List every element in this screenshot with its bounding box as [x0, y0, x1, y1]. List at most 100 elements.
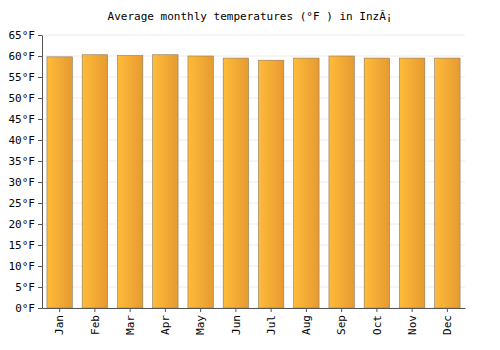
plot: 0°F 5°F 10°F 15°F 20°F 25°F 30°F 35°F 40°F 45°F 50…: [9, 29, 466, 335]
y-tick: 30°F: [9, 176, 43, 189]
y-tick: 20°F: [9, 218, 43, 231]
y-tick-mark: [38, 182, 42, 183]
y-tick: 0°F: [15, 302, 42, 315]
y-tick-label: 40°F: [9, 134, 36, 147]
y-tick-label: 50°F: [9, 92, 36, 105]
y-tick-label: 25°F: [9, 197, 36, 210]
y-tick-label: 5°F: [15, 281, 35, 294]
y-tick-label: 35°F: [9, 155, 36, 168]
x-tick: Apr: [159, 308, 172, 335]
bar: [223, 58, 248, 308]
y-tick-mark: [38, 119, 42, 120]
x-tick-label: Jan: [53, 315, 66, 335]
y-tick: 55°F: [9, 71, 43, 84]
bar: [435, 58, 460, 308]
x-tick-mark: [130, 308, 131, 312]
title: Average monthly temperatures (°F ) in In…: [108, 10, 393, 23]
x-tick-mark: [447, 308, 448, 312]
y-tick-mark: [38, 224, 42, 225]
y-tick: 15°F: [9, 239, 43, 252]
x-tick-label: Mar: [124, 315, 137, 335]
y-axis: 0°F 5°F 10°F 15°F 20°F 25°F 30°F 35°F 40°F 45°F 50…: [9, 29, 43, 315]
y-tick-label: 20°F: [9, 218, 36, 231]
y-tick-label: 0°F: [15, 302, 35, 315]
y-tick: 50°F: [9, 92, 43, 105]
y-tick: 5°F: [15, 281, 42, 294]
x-tick-label: Sep: [335, 315, 348, 335]
y-tick: 35°F: [9, 155, 43, 168]
x-tick-mark: [59, 308, 60, 312]
x-tick-label: Oct: [371, 315, 384, 335]
x-tick: Oct: [371, 308, 384, 335]
y-tick-mark: [38, 308, 42, 309]
x-tick: Jul: [265, 308, 278, 335]
x-tick-mark: [235, 308, 236, 312]
grid: [42, 35, 465, 308]
x-axis: Jan Feb Mar Apr May Jun Jul Aug Sep Oct Nov Dec: [43, 308, 466, 335]
x-tick: Jan: [53, 308, 66, 335]
x-tick-label: Jun: [230, 315, 243, 335]
y-tick: 60°F: [9, 50, 43, 63]
y-tick-mark: [38, 77, 42, 78]
x-tick: Mar: [124, 308, 137, 335]
x-tick-mark: [306, 308, 307, 312]
y-tick-label: 65°F: [9, 29, 36, 42]
grid-line: [42, 35, 465, 36]
x-tick-label: Dec: [441, 315, 454, 335]
y-tick-mark: [38, 35, 42, 36]
y-tick-mark: [38, 266, 42, 267]
y-axis-line: [42, 36, 43, 309]
x-tick: Jun: [230, 308, 243, 335]
x-tick-mark: [412, 308, 413, 312]
bar: [294, 58, 319, 308]
y-tick-mark: [38, 98, 42, 99]
x-tick: Dec: [441, 308, 454, 335]
y-tick-mark: [38, 203, 42, 204]
x-tick-label: Aug: [300, 315, 313, 335]
chart: Average monthly temperatures (°F ) in In…: [0, 0, 500, 350]
y-tick: 65°F: [9, 29, 43, 42]
x-tick-mark: [200, 308, 201, 312]
x-tick-mark: [271, 308, 272, 312]
x-tick-mark: [376, 308, 377, 312]
bar: [153, 55, 178, 308]
y-tick-label: 45°F: [9, 113, 36, 126]
x-tick-label: Apr: [159, 315, 172, 335]
y-tick: 25°F: [9, 197, 43, 210]
bar: [47, 57, 72, 308]
x-tick: Feb: [89, 308, 102, 335]
bar: [258, 60, 283, 308]
y-tick-label: 15°F: [9, 239, 36, 252]
y-tick-mark: [38, 56, 42, 57]
x-tick-label: May: [194, 315, 207, 335]
x-tick-mark: [165, 308, 166, 312]
y-tick-mark: [38, 161, 42, 162]
y-tick-label: 30°F: [9, 176, 36, 189]
bar: [188, 56, 213, 308]
x-tick-label: Jul: [265, 315, 278, 335]
y-tick-mark: [38, 140, 42, 141]
x-tick: Sep: [335, 308, 348, 335]
y-tick-label: 60°F: [9, 50, 36, 63]
x-axis-line: [43, 308, 466, 309]
y-tick-mark: [38, 245, 42, 246]
y-tick-label: 55°F: [9, 71, 36, 84]
y-tick: 10°F: [9, 260, 43, 273]
bar: [329, 56, 354, 308]
x-tick: May: [194, 308, 207, 335]
x-tick-label: Nov: [406, 315, 419, 335]
x-tick: Nov: [406, 308, 419, 335]
x-tick: Aug: [300, 308, 313, 335]
bars: [47, 55, 460, 308]
bar: [399, 58, 424, 308]
bar: [117, 56, 142, 308]
x-tick-mark: [341, 308, 342, 312]
y-tick: 45°F: [9, 113, 43, 126]
x-tick-mark: [94, 308, 95, 312]
y-tick-label: 10°F: [9, 260, 36, 273]
y-tick-mark: [38, 287, 42, 288]
x-tick-label: Feb: [89, 315, 102, 335]
y-tick: 40°F: [9, 134, 43, 147]
bar: [82, 55, 107, 308]
bar: [364, 58, 389, 308]
